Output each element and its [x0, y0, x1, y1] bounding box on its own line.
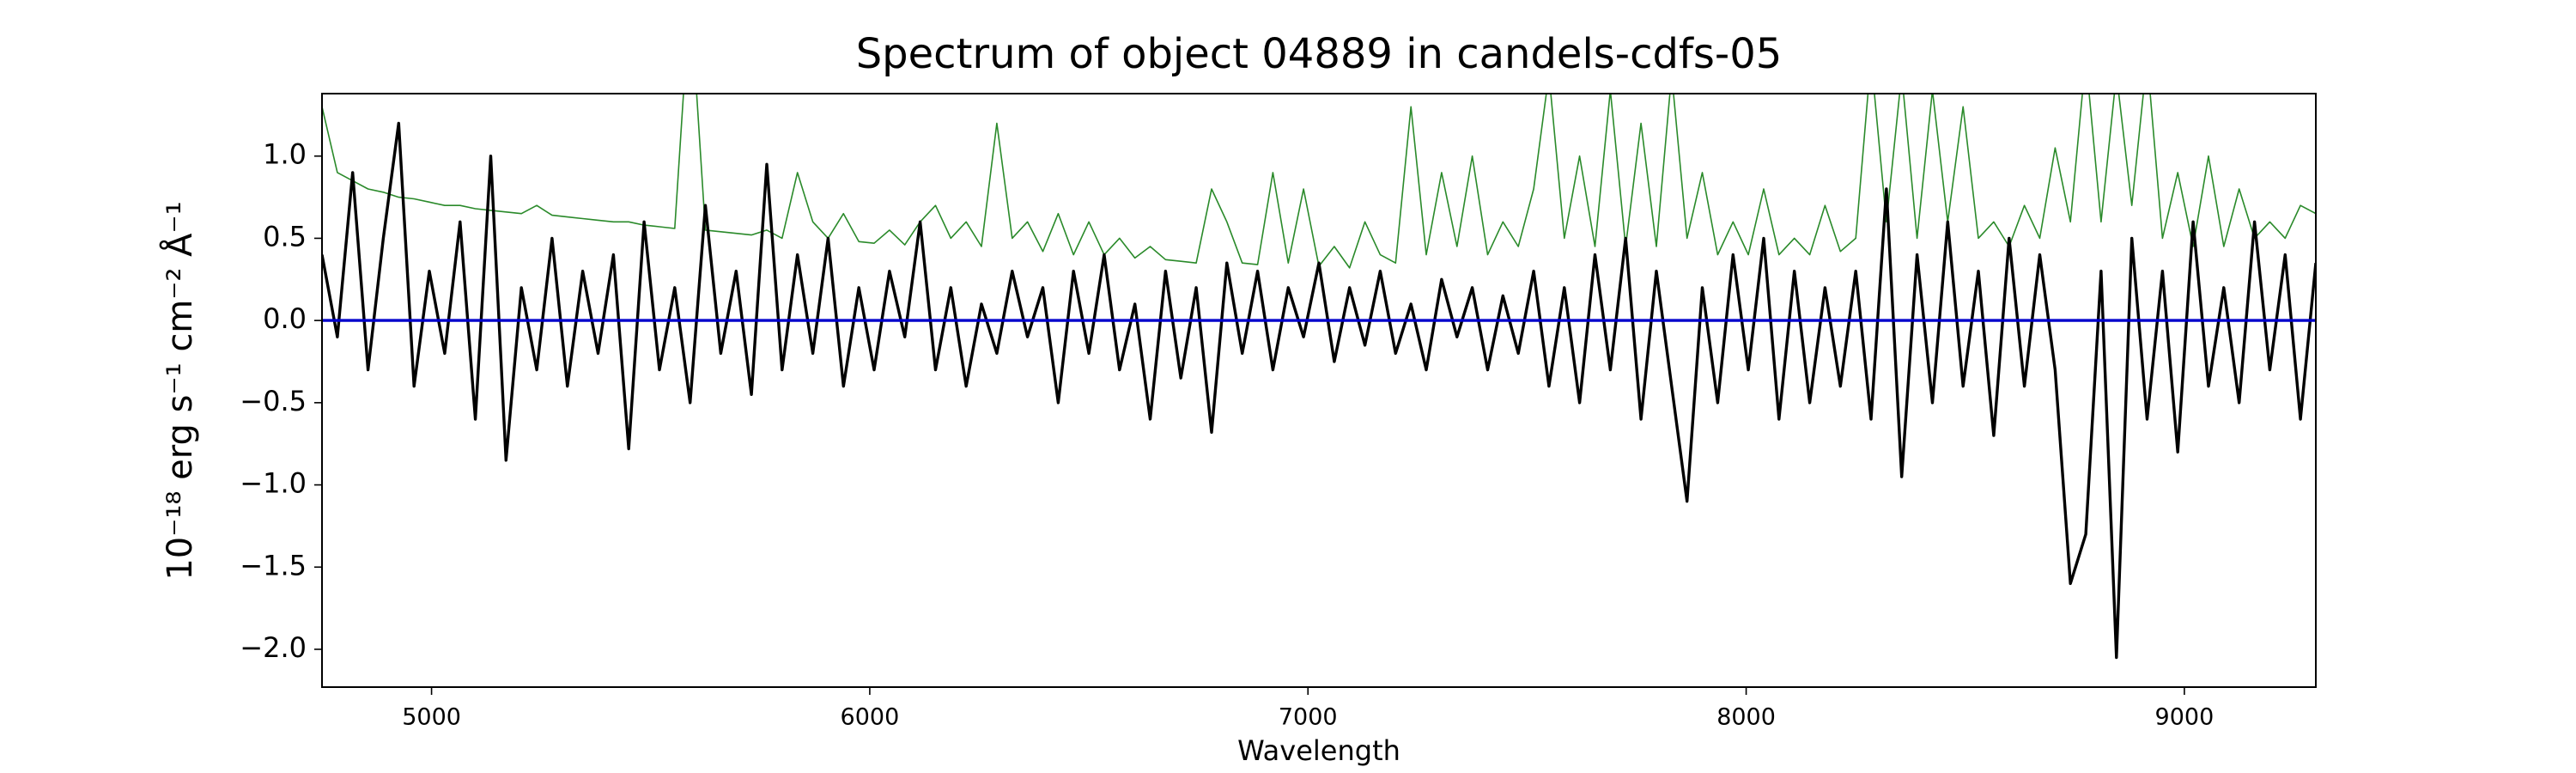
y-tick-label: −0.5: [240, 385, 307, 417]
x-tick-label: 6000: [841, 704, 900, 731]
plot-area: [322, 94, 2316, 660]
y-tick-label: −2.0: [240, 631, 307, 664]
plot-frame: [321, 93, 2317, 688]
y-tick-label: 0.0: [263, 302, 307, 335]
x-tick-label: 7000: [1279, 704, 1338, 731]
x-tick-label: 8000: [1716, 704, 1776, 731]
y-axis-label: 10⁻¹⁸ erg s⁻¹ cm⁻² Å⁻¹: [159, 201, 200, 580]
spectrum-line: [322, 121, 2316, 660]
x-axis-label: Wavelength: [1237, 734, 1400, 767]
y-tick-label: 1.0: [263, 138, 307, 171]
x-tick-label: 9000: [2155, 704, 2215, 731]
y-tick-label: −1.5: [240, 549, 307, 581]
y-tick-label: −1.0: [240, 467, 307, 500]
x-tick-label: 5000: [402, 704, 461, 731]
chart-title: Spectrum of object 04889 in candels-cdfs…: [856, 30, 1783, 78]
y-tick-label: 0.5: [263, 220, 307, 253]
